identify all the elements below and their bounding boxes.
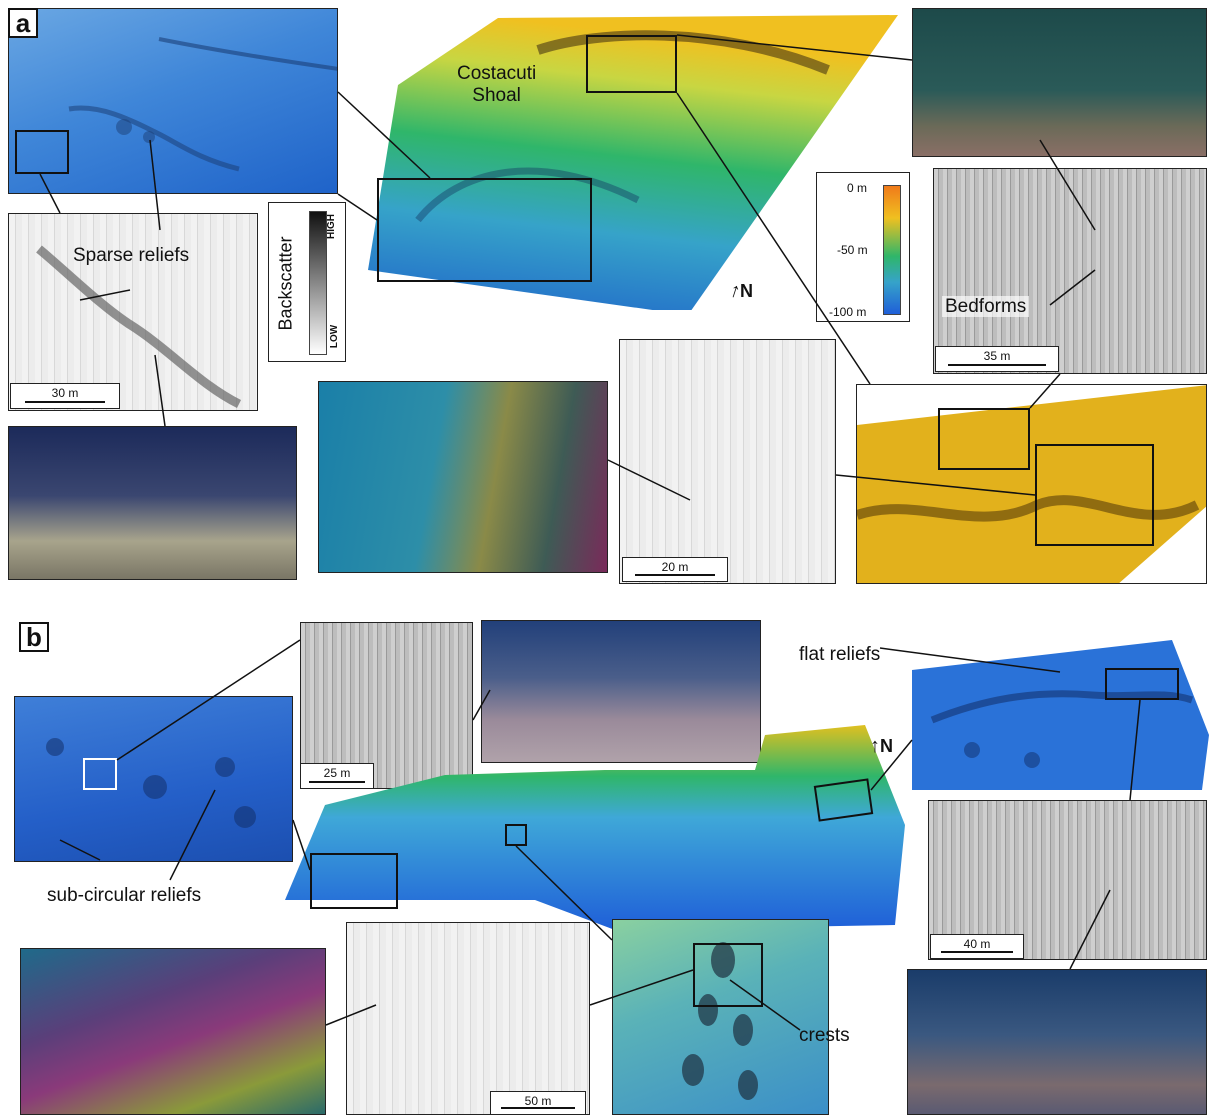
- backscatter-legend: Backscatter HIGH LOW: [268, 202, 346, 362]
- depth-gradient: [883, 185, 901, 315]
- bathymetry-sub-circular-reliefs: [14, 696, 293, 862]
- scalebar-20m: 20 m: [622, 557, 728, 582]
- bathymetry-sparse-reliefs: [8, 8, 338, 194]
- bathymetry-bedforms-3d: [856, 384, 1207, 584]
- label-bedforms: Bedforms: [942, 296, 1030, 317]
- photo-seafloor-pink: [481, 620, 761, 763]
- label-sub-circular-reliefs: sub-circular reliefs: [47, 885, 202, 906]
- label-sparse-reliefs: Sparse reliefs: [73, 245, 190, 266]
- label-crests: crests: [799, 1025, 850, 1046]
- scalebar-30m: 30 m: [10, 383, 120, 409]
- north-arrow: ↑N: [727, 279, 753, 304]
- zoom-frame: [310, 853, 398, 909]
- backscatter-sparse-reliefs: [8, 213, 258, 411]
- zoom-frame: [377, 178, 592, 282]
- backscatter-25m: [300, 622, 473, 789]
- zoom-frame: [693, 943, 763, 1007]
- zoom-frame: [505, 824, 527, 846]
- backscatter-20m: [619, 339, 836, 584]
- zoom-frame: [1035, 444, 1154, 546]
- scalebar-50m: 50 m: [490, 1091, 586, 1115]
- scalebar-40m: 40 m: [930, 934, 1024, 959]
- depth-tick-50: -50 m: [837, 243, 868, 257]
- depth-legend: 0 m -50 m -100 m: [816, 172, 910, 322]
- photo-wall-coral: [318, 381, 608, 573]
- panel-label-a: a: [8, 8, 38, 38]
- backscatter-gradient: [309, 211, 327, 355]
- photo-white-coral: [8, 426, 297, 580]
- relief-shading: [68, 37, 337, 172]
- label-costacuti-shoal: Costacuti Shoal: [457, 63, 537, 106]
- zoom-frame: [15, 130, 69, 174]
- zoom-frame: [586, 35, 677, 93]
- depth-tick-100: -100 m: [829, 305, 867, 319]
- bathymetry-flat-reliefs: [912, 640, 1209, 790]
- zoom-frame: [83, 758, 117, 790]
- zoom-frame: [813, 778, 874, 822]
- scalebar-35m: 35 m: [935, 346, 1059, 372]
- photo-reef-fish: [907, 969, 1207, 1115]
- backscatter-legend-title: Backscatter: [275, 236, 296, 331]
- ridge-bathymetry-3d: [285, 725, 905, 930]
- backscatter-high: HIGH: [326, 214, 337, 239]
- zoom-frame: [1105, 668, 1179, 700]
- north-arrow: ↑N: [870, 735, 893, 757]
- scalebar-25m: 25 m: [300, 763, 374, 789]
- photo-gorgonians: [912, 8, 1207, 157]
- depth-tick-0: 0 m: [847, 181, 868, 195]
- backscatter-50m: [346, 922, 590, 1115]
- backscatter-40m: [928, 800, 1207, 960]
- panel-label-b: b: [19, 622, 49, 652]
- label-flat-reliefs: flat reliefs: [799, 644, 881, 665]
- zoom-frame: [938, 408, 1030, 470]
- backscatter-low: LOW: [329, 324, 341, 349]
- photo-purple-gorgonians: [20, 948, 326, 1115]
- backscatter-bedforms: [933, 168, 1207, 374]
